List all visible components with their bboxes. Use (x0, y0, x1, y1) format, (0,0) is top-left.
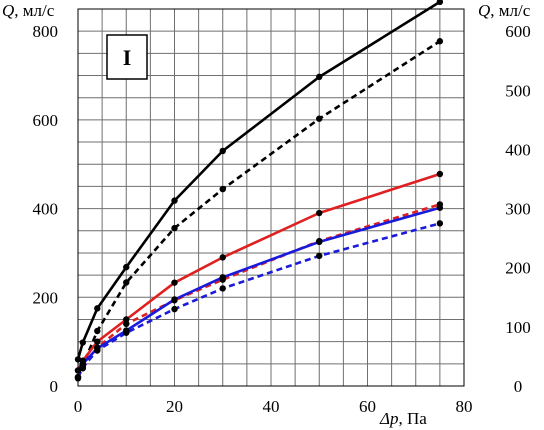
series-6-point (94, 347, 101, 354)
series-5-point (436, 204, 444, 211)
series-1-point (171, 197, 178, 204)
left-tick-label: 0 (50, 377, 59, 396)
left-axis-ticks: 0 200 400 600 800 (33, 22, 59, 396)
series-6-point (436, 220, 444, 227)
series-5-point (171, 296, 178, 303)
right-tick-label: 200 (505, 259, 531, 278)
right-tick-label: 0 (514, 377, 523, 396)
left-tick-label: 800 (33, 22, 59, 41)
right-tick-label: 600 (505, 22, 531, 41)
series-1-point (219, 147, 226, 155)
left-axis-symbol: Q (2, 1, 14, 20)
x-axis-ticks: 0 20 40 60 80 (74, 397, 473, 416)
series-6-point (74, 373, 82, 381)
series-6-point (171, 305, 178, 313)
series-line-3 (76, 172, 441, 372)
right-axis-ticks: 0 100 200 300 400 500 600 (505, 22, 531, 396)
series-3-point (219, 254, 226, 261)
series-line-1 (76, 0, 441, 360)
right-axis-title: Q, мл/с (478, 1, 531, 20)
series-layer (74, 0, 444, 382)
right-tick-label: 500 (505, 81, 531, 100)
left-axis-title: Q, мл/с (2, 1, 55, 20)
x-tick-label: 20 (166, 397, 183, 416)
series-1-point (79, 339, 87, 346)
series-1-point (316, 73, 323, 81)
series-4-point (123, 320, 130, 328)
series-3-point (171, 279, 178, 286)
panel-label-box: I (106, 34, 148, 80)
left-tick-label: 600 (33, 111, 59, 130)
series-2-point (316, 115, 323, 122)
panel-label: I (123, 45, 132, 70)
series-1-point (94, 305, 101, 312)
series-5-point (219, 274, 226, 281)
series-1-point (436, 0, 444, 6)
x-tick-label: 60 (359, 397, 376, 416)
series-1-point (123, 263, 130, 271)
series-2-point (436, 38, 444, 45)
grid-lines (78, 9, 464, 386)
series-2-point (123, 279, 130, 286)
series-2-point (171, 224, 178, 232)
right-axis-symbol: Q (478, 1, 490, 20)
series-5-point (316, 238, 323, 246)
right-axis-unit: , мл/с (490, 1, 530, 20)
series-1-point (74, 356, 82, 363)
series-6-point (79, 363, 87, 371)
series-3-point (436, 170, 444, 178)
x-axis-title: Δp, Па (379, 409, 427, 428)
series-6-point (316, 252, 323, 260)
left-tick-label: 400 (33, 200, 59, 219)
series-2-point (94, 327, 101, 335)
series-3-point (316, 209, 323, 217)
plot-frame (77, 8, 465, 387)
right-tick-label: 300 (505, 200, 531, 219)
series-6-point (219, 285, 226, 292)
x-axis-symbol: Δp (379, 409, 398, 428)
series-3-point (94, 338, 101, 345)
left-tick-label: 200 (33, 288, 59, 307)
series-3-point (123, 316, 130, 323)
x-tick-label: 40 (263, 397, 280, 416)
right-tick-label: 100 (505, 318, 531, 337)
series-line-6 (76, 222, 441, 378)
right-tick-label: 400 (505, 140, 531, 159)
series-2-point (219, 185, 226, 193)
series-6-point (123, 329, 130, 336)
x-tick-label: 80 (456, 397, 473, 416)
series-5-point (74, 367, 82, 374)
x-tick-label: 0 (74, 397, 83, 416)
x-axis-unit: , Па (398, 409, 427, 428)
left-axis-unit: , мл/с (14, 1, 54, 20)
series-line-5 (76, 206, 441, 372)
